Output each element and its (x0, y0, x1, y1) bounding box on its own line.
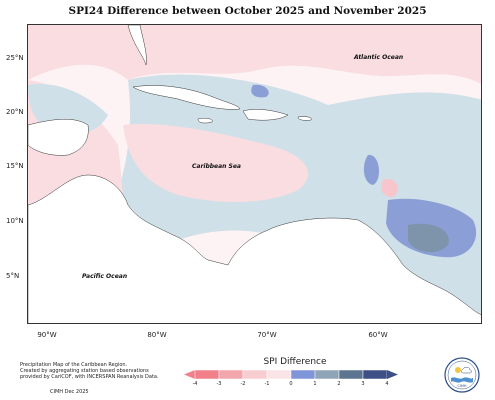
colorbar-cell (266, 370, 292, 379)
blue-patch-hispaniola (251, 84, 269, 98)
lat-label-10n: 10°N (6, 217, 24, 225)
pacific-ocean-label: Pacific Ocean (82, 273, 128, 280)
map-area (27, 24, 482, 324)
grey-dark-atlantic (408, 223, 449, 253)
land-florida (127, 25, 147, 66)
lat-label-20n: 20°N (6, 108, 24, 116)
colorbar-tick-label: -1 (264, 381, 270, 387)
colorbar-tick-label: 0 (289, 381, 293, 387)
colorbar-left-arrow (184, 370, 195, 379)
pink-patch-1 (381, 178, 398, 197)
land-puerto-rico (297, 116, 312, 121)
lon-label-70w: 70°W (257, 331, 277, 339)
colorbar-tick-label: 4 (385, 381, 389, 387)
credit-line-2: Created by aggregating station based obs… (20, 368, 149, 374)
credit-line-3: provided by CariCOF, with INCERSPAN Rean… (20, 374, 159, 380)
colorbar-tick-label: 3 (361, 381, 365, 387)
colorbar-cell (290, 370, 316, 379)
lat-label-5n: 5°N (6, 272, 20, 280)
colorbar-cell (242, 370, 268, 379)
map-title: SPI24 Difference between October 2025 an… (68, 5, 427, 17)
colorbar-tick-label: 2 (337, 381, 341, 387)
land-jamaica (197, 117, 213, 124)
credit-date: CIMH Dec 2025 (50, 389, 89, 395)
colorbar-tick-label: 1 (313, 381, 317, 387)
atlantic-ocean-label: Atlantic Ocean (354, 54, 404, 61)
lon-label-90w: 90°W (37, 331, 57, 339)
colorbar-cell (338, 370, 364, 379)
cimh-logo: CIMH (444, 357, 480, 393)
lon-label-60w: 60°W (368, 331, 388, 339)
colorbar (184, 370, 398, 379)
colorbar-cell (218, 370, 244, 379)
colorbar-tick-label: -3 (216, 381, 222, 387)
pink-region-north (28, 25, 481, 85)
colorbar-tick-label: -4 (192, 381, 198, 387)
land-hispaniola (242, 109, 289, 121)
colorbar-title: SPI Difference (263, 357, 327, 367)
land-cuba (132, 85, 241, 110)
lon-label-80w: 80°W (147, 331, 167, 339)
colorbar-right-arrow (387, 370, 398, 379)
colorbar-cell (194, 370, 220, 379)
pink-region-caribbean (123, 124, 308, 202)
blue-dark-antilles (363, 154, 380, 185)
land-central-america (28, 174, 481, 323)
caribbean-sea-label: Caribbean Sea (192, 163, 241, 170)
lat-label-15n: 15°N (6, 162, 24, 170)
credit-line-1: Precipitation Map of the Caribbean Regio… (20, 362, 128, 368)
map-canvas (28, 25, 481, 323)
colorbar-cell (362, 370, 388, 379)
land-yucatan (28, 118, 89, 156)
colorbar-cell (314, 370, 340, 379)
logo-text: CIMH (457, 384, 466, 388)
lat-label-25n: 25°N (6, 54, 24, 62)
colorbar-tick-label: -2 (240, 381, 246, 387)
